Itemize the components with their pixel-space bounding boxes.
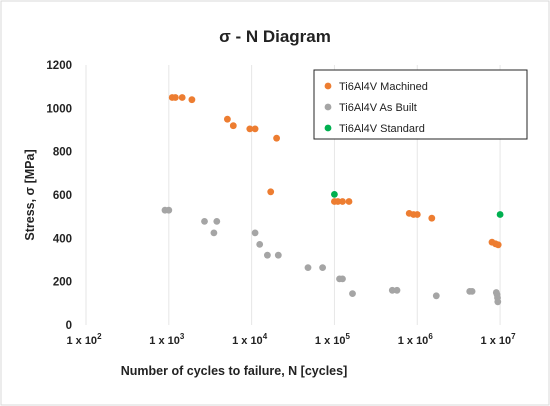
data-point-series-1: [213, 218, 221, 225]
x-axis-title: Number of cycles to failure, N [cycles]: [121, 364, 347, 378]
data-point-series-0: [188, 96, 196, 104]
data-point-series-1: [201, 218, 208, 225]
data-point-series-0: [428, 214, 436, 222]
data-point-series-1: [349, 290, 356, 297]
data-point-series-1: [339, 275, 346, 283]
data-point-series-0: [494, 241, 502, 249]
x-tick-label: 1 x 105: [315, 332, 351, 347]
data-point-series-1: [468, 288, 476, 295]
data-point-series-1: [432, 292, 440, 300]
legend-label-0: Ti6Al4V Machined: [339, 81, 428, 93]
x-tick-label: 1 x 107: [481, 332, 517, 347]
data-point-series-1: [251, 229, 259, 237]
data-point-series-1: [494, 298, 502, 306]
data-point-series-1: [388, 286, 396, 294]
data-point-series-1: [319, 264, 326, 271]
data-point-series-1: [165, 206, 173, 214]
data-point-series-0: [267, 188, 275, 196]
data-point-series-0: [273, 134, 280, 142]
y-axis-ticks: 0 200 400 600 800 1000 1200: [46, 60, 72, 332]
data-point-series-0: [345, 198, 353, 205]
legend-marker-0: [324, 82, 332, 90]
data-point-series-1: [256, 241, 264, 248]
data-point-series-0: [413, 211, 421, 218]
data-point-series-0: [246, 125, 254, 133]
y-tick-label: 0: [66, 320, 72, 332]
legend: Ti6Al4V Machined Ti6Al4V As Built Ti6Al4V …: [313, 69, 528, 140]
x-tick-label: 1 x 106: [398, 332, 434, 347]
data-point-series-0: [224, 115, 231, 123]
data-point-series-0: [172, 94, 179, 101]
x-tick-label: 1 x 103: [149, 332, 185, 347]
x-tick-label: 1 x 104: [232, 332, 268, 347]
y-tick-label: 800: [53, 147, 72, 159]
chart-title: σ - N Diagram: [219, 27, 331, 46]
data-point-series-1: [274, 251, 282, 259]
data-point-series-0: [178, 94, 186, 101]
y-tick-label: 200: [53, 277, 72, 289]
x-axis-ticks: 1 x 102 1 x 103 1 x 104 1 x 105 1 x 106 1 x 1…: [66, 332, 516, 347]
data-point-series-0: [229, 122, 237, 130]
legend-marker-1: [324, 103, 332, 111]
data-points: [161, 94, 504, 306]
data-point-series-1: [210, 229, 218, 237]
data-point-series-1: [304, 264, 312, 271]
legend-marker-2: [324, 124, 332, 132]
y-tick-label: 1000: [46, 103, 72, 115]
legend-box: [313, 69, 528, 140]
x-tick-label: 1 x 102: [66, 332, 102, 347]
y-axis-title: Stress, σ [MPa]: [23, 149, 37, 240]
legend-label-1: Ti6Al4V As Built: [339, 102, 417, 114]
data-point-series-0: [339, 198, 346, 205]
data-point-series-2: [496, 211, 504, 218]
y-tick-label: 600: [53, 190, 72, 202]
data-point-series-0: [251, 125, 259, 133]
y-tick-label: 400: [53, 233, 72, 245]
data-point-series-1: [393, 286, 401, 294]
y-tick-label: 1200: [46, 60, 72, 72]
data-point-series-1: [264, 251, 271, 259]
data-point-series-2: [331, 191, 338, 198]
legend-label-2: Ti6Al4V Standard: [339, 123, 425, 135]
